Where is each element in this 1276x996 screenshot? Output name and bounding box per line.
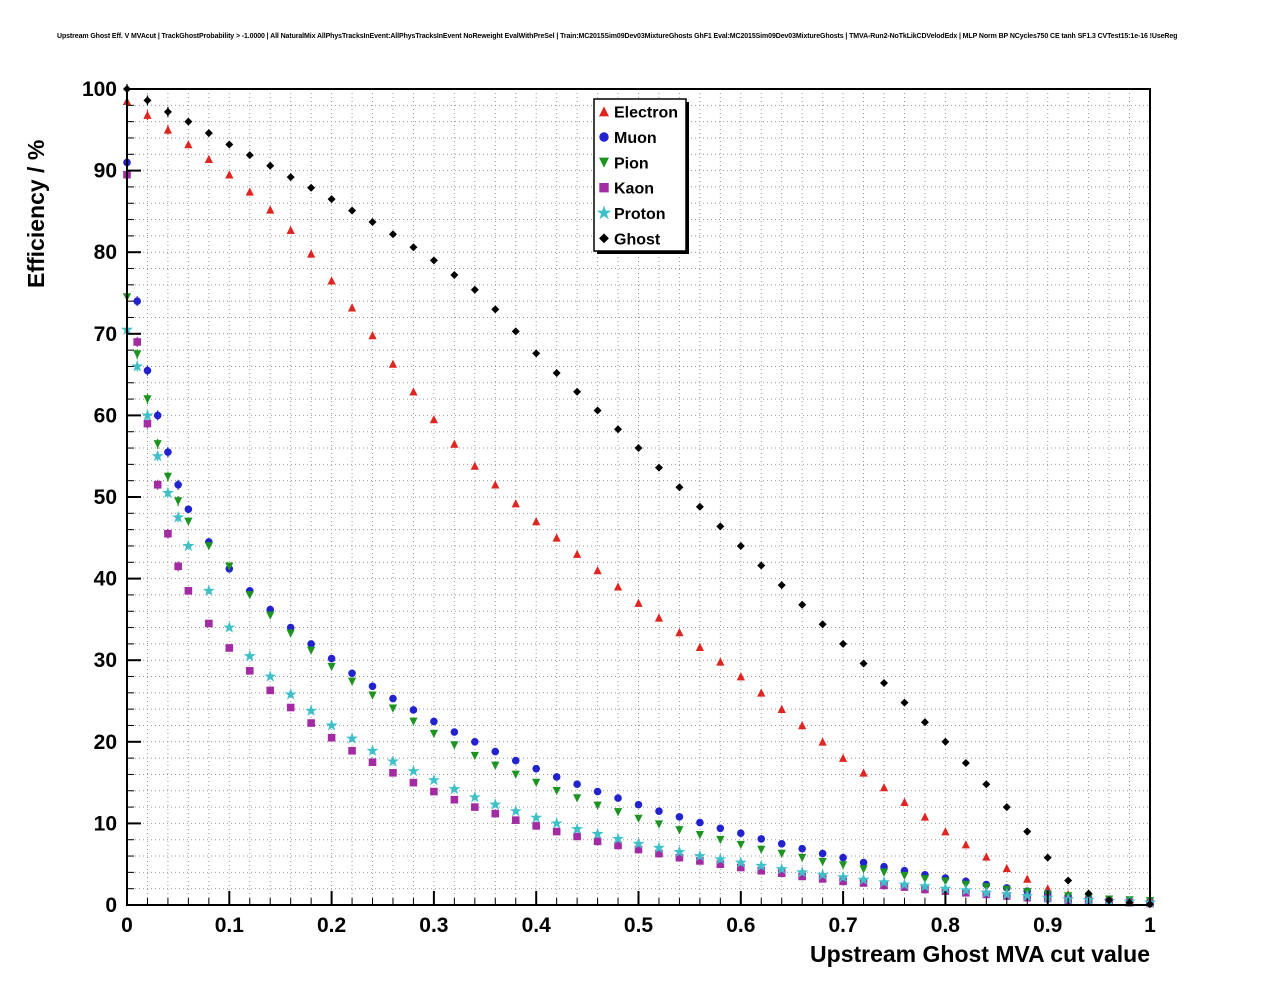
x-tick-label: 0.2 xyxy=(317,914,346,937)
legend-label-electron: Electron xyxy=(614,105,678,122)
data-series xyxy=(121,84,1156,909)
legend-label-pion: Pion xyxy=(614,155,649,172)
y-tick-label: 0 xyxy=(105,894,117,917)
legend-item-ghost: Ghost xyxy=(599,231,661,248)
legend-label-muon: Muon xyxy=(614,130,657,147)
legend-marker-electron xyxy=(598,106,610,117)
y-tick-label: 90 xyxy=(94,160,117,183)
x-tick-label: 0.1 xyxy=(215,914,245,937)
legend-item-proton: Proton xyxy=(596,205,666,223)
y-tick-label: 80 xyxy=(94,241,117,264)
legend-item-muon: Muon xyxy=(599,130,657,147)
x-tick-label: 0.3 xyxy=(419,914,448,937)
y-tick-label: 20 xyxy=(94,731,117,754)
legend-label-proton: Proton xyxy=(614,206,666,223)
x-tick-label: 0 xyxy=(121,914,133,937)
legend-marker-pion xyxy=(598,157,610,168)
legend-label-ghost: Ghost xyxy=(614,231,661,248)
x-tick-label: 0.9 xyxy=(1033,914,1062,937)
series-pion xyxy=(122,292,1155,906)
x-tick-label: 0.6 xyxy=(726,914,755,937)
legend: Electron Muon Pion Kaon Proton Ghost xyxy=(593,98,689,254)
y-tick-label: 30 xyxy=(94,649,117,672)
x-tick-label: 0.5 xyxy=(624,914,654,937)
legend-item-kaon: Kaon xyxy=(599,181,654,198)
legend-marker-muon xyxy=(599,132,609,142)
legend-item-electron: Electron xyxy=(598,105,678,122)
legend-item-pion: Pion xyxy=(598,155,649,172)
x-tick-label: 1 xyxy=(1144,914,1156,937)
y-tick-label: 100 xyxy=(82,78,117,101)
x-tick-label: 0.4 xyxy=(522,914,552,937)
x-tick-label: 0.7 xyxy=(828,914,857,937)
y-tick-label: 60 xyxy=(94,404,117,427)
plot-title: Upstream Ghost Eff. V MVAcut | TrackGhos… xyxy=(57,33,1178,40)
legend-marker-proton xyxy=(596,205,612,220)
y-tick-label: 10 xyxy=(94,812,117,835)
y-tick-label: 70 xyxy=(94,323,117,346)
x-tick-label: 0.8 xyxy=(931,914,961,937)
series-kaon xyxy=(123,169,1154,908)
legend-marker-kaon xyxy=(599,182,609,193)
y-axis-title: Efficiency / % xyxy=(23,140,49,288)
series-electron xyxy=(122,96,1155,908)
y-tick-label: 50 xyxy=(94,486,117,509)
legend-marker-ghost xyxy=(599,233,609,244)
y-tick-label: 40 xyxy=(94,568,117,591)
axes: 0 0.1 0.2 0.3 0.4 0.5 0.6 0.7 0.8 0.9 101020304050… xyxy=(82,78,1156,937)
legend-label-kaon: Kaon xyxy=(614,181,654,198)
x-axis-title: Upstream Ghost MVA cut value xyxy=(810,941,1150,967)
